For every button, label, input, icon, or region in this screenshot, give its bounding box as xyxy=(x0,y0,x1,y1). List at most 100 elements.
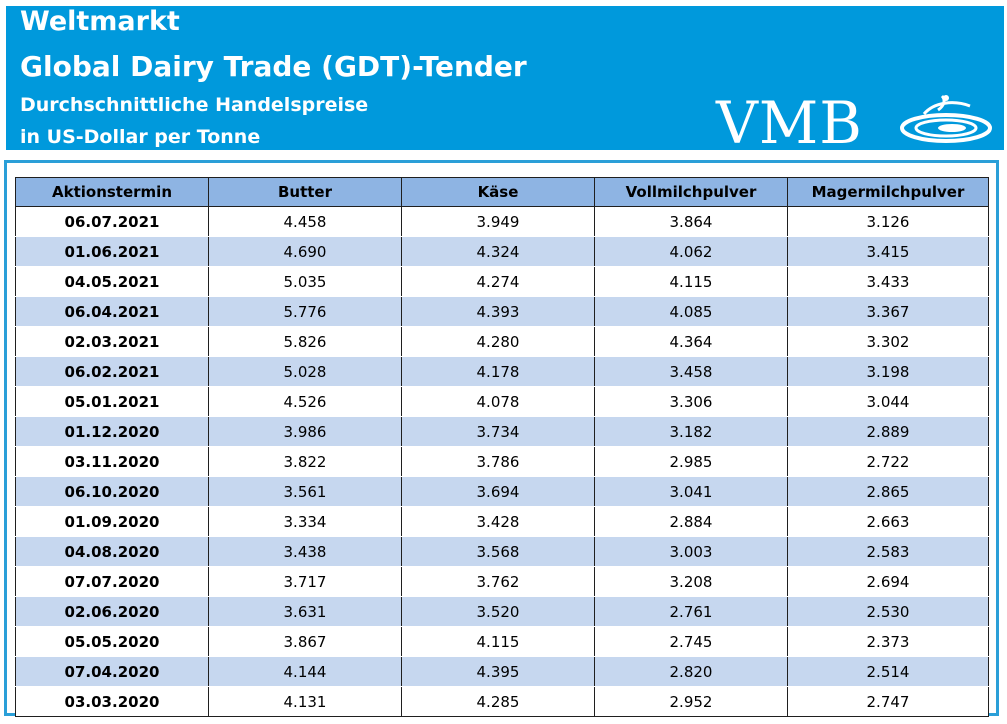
cell-vollmilchpulver: 4.062 xyxy=(594,236,788,267)
cell-butter: 4.131 xyxy=(208,686,402,717)
table-row: 06.10.2020 3.561 3.694 3.041 2.865 xyxy=(15,476,989,507)
cell-butter: 3.438 xyxy=(208,536,402,567)
cell-kaese: 4.393 xyxy=(401,296,595,327)
vmb-logo-text: VMB xyxy=(716,89,863,157)
cell-date: 02.06.2020 xyxy=(15,596,209,627)
cell-magermilchpulver: 3.302 xyxy=(787,326,989,357)
cell-butter: 3.561 xyxy=(208,476,402,507)
cell-magermilchpulver: 2.694 xyxy=(787,566,989,597)
cell-vollmilchpulver: 4.364 xyxy=(594,326,788,357)
column-header-aktionstermin: Aktionstermin xyxy=(15,177,209,207)
column-header-kaese: Käse xyxy=(401,177,595,207)
vmb-logo: VMB xyxy=(716,89,1001,157)
cell-kaese: 3.786 xyxy=(401,446,595,477)
cell-vollmilchpulver: 3.182 xyxy=(594,416,788,447)
cell-butter: 5.776 xyxy=(208,296,402,327)
column-header-vollmilchpulver: Vollmilchpulver xyxy=(594,177,788,207)
cell-magermilchpulver: 2.722 xyxy=(787,446,989,477)
cell-kaese: 3.949 xyxy=(401,206,595,237)
cell-date: 07.04.2020 xyxy=(15,656,209,687)
cell-butter: 4.526 xyxy=(208,386,402,417)
cell-date: 06.04.2021 xyxy=(15,296,209,327)
table-row: 01.06.2021 4.690 4.324 4.062 3.415 xyxy=(15,236,989,267)
title-banner: Weltmarkt Global Dairy Trade (GDT)-Tende… xyxy=(6,6,1004,157)
cell-date: 06.07.2021 xyxy=(15,206,209,237)
banner-title-weltmarkt: Weltmarkt xyxy=(20,6,180,37)
cell-butter: 3.717 xyxy=(208,566,402,597)
cell-kaese: 3.762 xyxy=(401,566,595,597)
table-row: 04.05.2021 5.035 4.274 4.115 3.433 xyxy=(15,266,989,297)
cell-kaese: 4.395 xyxy=(401,656,595,687)
cell-butter: 3.631 xyxy=(208,596,402,627)
column-header-magermilchpulver: Magermilchpulver xyxy=(787,177,989,207)
cell-date: 01.12.2020 xyxy=(15,416,209,447)
cell-butter: 5.028 xyxy=(208,356,402,387)
cell-kaese: 4.285 xyxy=(401,686,595,717)
vmb-swirl-icon xyxy=(900,94,992,143)
cell-kaese: 4.115 xyxy=(401,626,595,657)
cell-kaese: 3.428 xyxy=(401,506,595,537)
cell-magermilchpulver: 2.663 xyxy=(787,506,989,537)
cell-vollmilchpulver: 2.952 xyxy=(594,686,788,717)
cell-butter: 5.035 xyxy=(208,266,402,297)
cell-vollmilchpulver: 3.306 xyxy=(594,386,788,417)
cell-butter: 4.458 xyxy=(208,206,402,237)
table-row: 03.03.2020 4.131 4.285 2.952 2.747 xyxy=(15,686,989,717)
cell-date: 07.07.2020 xyxy=(15,566,209,597)
table-row: 02.06.2020 3.631 3.520 2.761 2.530 xyxy=(15,596,989,627)
table-row: 07.04.2020 4.144 4.395 2.820 2.514 xyxy=(15,656,989,687)
table-row: 04.08.2020 3.438 3.568 3.003 2.583 xyxy=(15,536,989,567)
cell-magermilchpulver: 3.415 xyxy=(787,236,989,267)
cell-kaese: 4.324 xyxy=(401,236,595,267)
cell-vollmilchpulver: 4.085 xyxy=(594,296,788,327)
banner-title-gdt: Global Dairy Trade (GDT)-Tender xyxy=(20,50,527,83)
cell-butter: 5.826 xyxy=(208,326,402,357)
cell-vollmilchpulver: 2.761 xyxy=(594,596,788,627)
table-row: 06.04.2021 5.776 4.393 4.085 3.367 xyxy=(15,296,989,327)
cell-butter: 3.334 xyxy=(208,506,402,537)
cell-butter: 4.144 xyxy=(208,656,402,687)
table-row: 06.02.2021 5.028 4.178 3.458 3.198 xyxy=(15,356,989,387)
cell-butter: 3.867 xyxy=(208,626,402,657)
table-row: 01.09.2020 3.334 3.428 2.884 2.663 xyxy=(15,506,989,537)
table-row: 05.05.2020 3.867 4.115 2.745 2.373 xyxy=(15,626,989,657)
cell-magermilchpulver: 2.514 xyxy=(787,656,989,687)
table-row: 01.12.2020 3.986 3.734 3.182 2.889 xyxy=(15,416,989,447)
cell-magermilchpulver: 3.433 xyxy=(787,266,989,297)
cell-date: 06.02.2021 xyxy=(15,356,209,387)
table-row: 05.01.2021 4.526 4.078 3.306 3.044 xyxy=(15,386,989,417)
cell-magermilchpulver: 2.747 xyxy=(787,686,989,717)
table-header-row: Aktionstermin Butter Käse Vollmilchpulve… xyxy=(15,177,989,207)
cell-date: 02.03.2021 xyxy=(15,326,209,357)
cell-kaese: 4.078 xyxy=(401,386,595,417)
cell-kaese: 4.274 xyxy=(401,266,595,297)
cell-magermilchpulver: 2.373 xyxy=(787,626,989,657)
cell-magermilchpulver: 2.530 xyxy=(787,596,989,627)
cell-butter: 3.986 xyxy=(208,416,402,447)
cell-date: 01.06.2021 xyxy=(15,236,209,267)
banner-subtitle-prices: Durchschnittliche Handelspreise xyxy=(20,94,369,116)
table-row: 02.03.2021 5.826 4.280 4.364 3.302 xyxy=(15,326,989,357)
cell-magermilchpulver: 2.865 xyxy=(787,476,989,507)
cell-magermilchpulver: 3.198 xyxy=(787,356,989,387)
cell-date: 04.08.2020 xyxy=(15,536,209,567)
cell-magermilchpulver: 2.583 xyxy=(787,536,989,567)
cell-kaese: 3.694 xyxy=(401,476,595,507)
table-row: 03.11.2020 3.822 3.786 2.985 2.722 xyxy=(15,446,989,477)
column-header-butter: Butter xyxy=(208,177,402,207)
cell-date: 01.09.2020 xyxy=(15,506,209,537)
cell-magermilchpulver: 2.889 xyxy=(787,416,989,447)
cell-date: 05.05.2020 xyxy=(15,626,209,657)
cell-kaese: 3.520 xyxy=(401,596,595,627)
cell-date: 04.05.2021 xyxy=(15,266,209,297)
cell-date: 03.11.2020 xyxy=(15,446,209,477)
cell-kaese: 3.734 xyxy=(401,416,595,447)
table-row: 07.07.2020 3.717 3.762 3.208 2.694 xyxy=(15,566,989,597)
table-body: 06.07.2021 4.458 3.949 3.864 3.126 01.06.2021… xyxy=(15,206,989,717)
cell-vollmilchpulver: 2.884 xyxy=(594,506,788,537)
cell-kaese: 4.280 xyxy=(401,326,595,357)
cell-vollmilchpulver: 2.745 xyxy=(594,626,788,657)
cell-date: 06.10.2020 xyxy=(15,476,209,507)
cell-vollmilchpulver: 3.458 xyxy=(594,356,788,387)
gdt-price-table: Aktionstermin Butter Käse Vollmilchpulve… xyxy=(15,177,989,717)
